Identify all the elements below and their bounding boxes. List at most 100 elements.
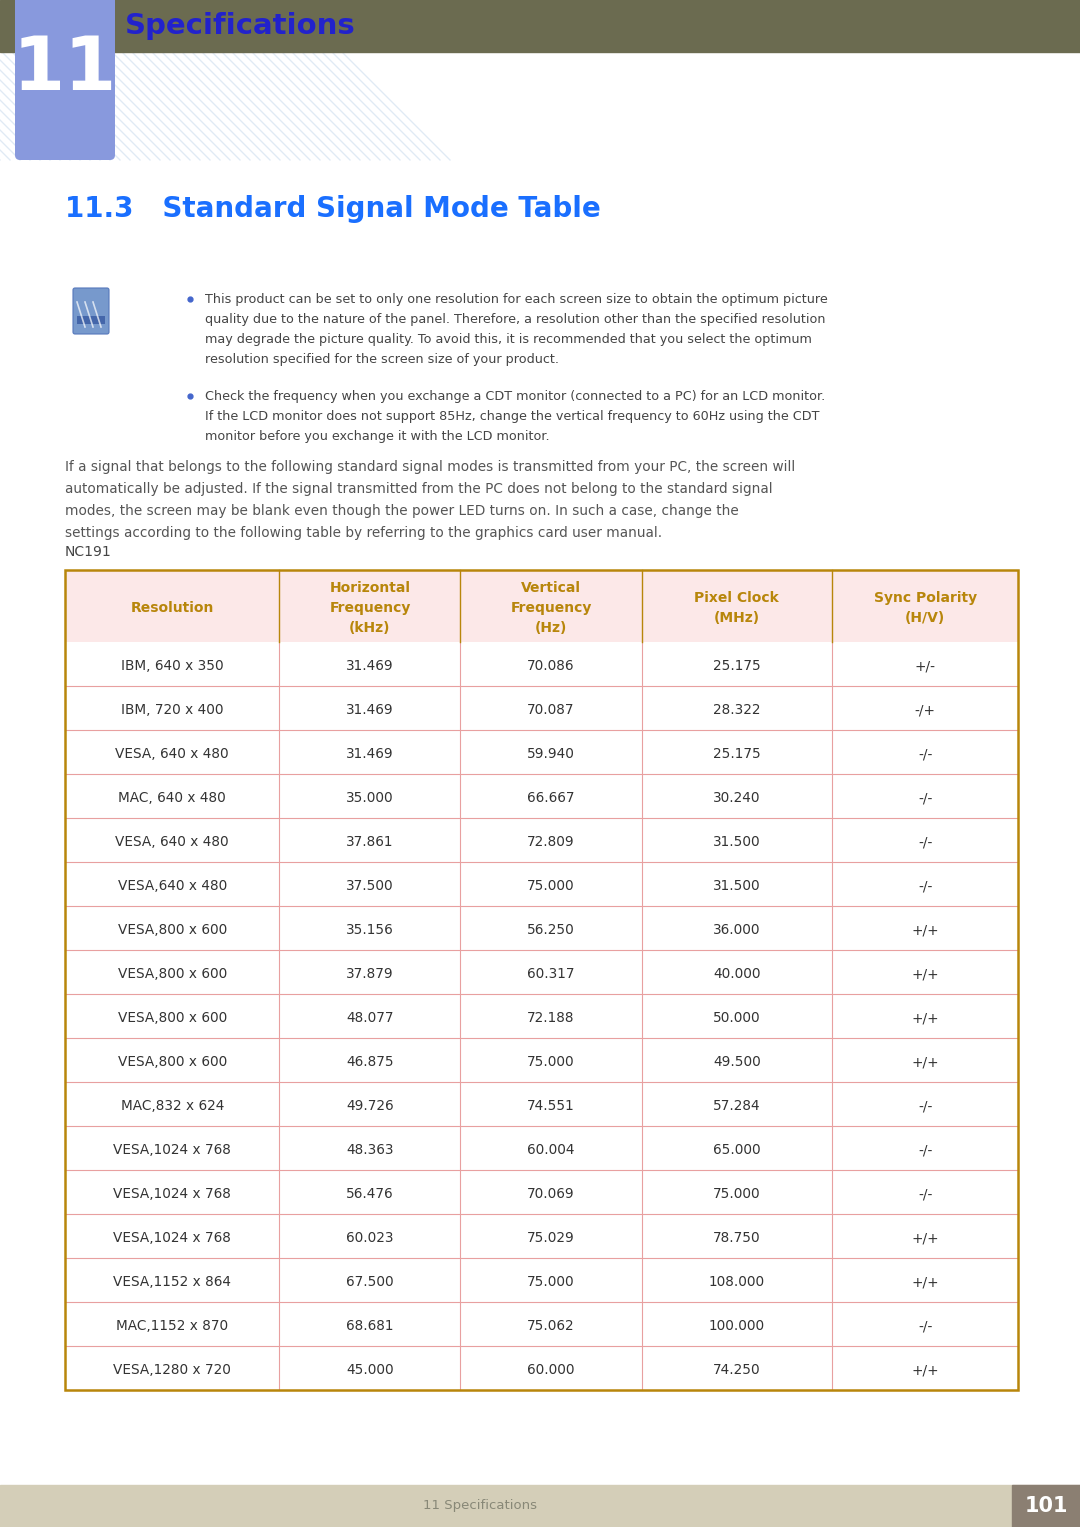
- Text: -/-: -/-: [918, 1144, 932, 1157]
- Text: +/+: +/+: [912, 1231, 939, 1245]
- Bar: [65, 1258, 1018, 1303]
- Text: 37.500: 37.500: [347, 880, 394, 893]
- Text: -/-: -/-: [918, 747, 932, 760]
- Text: 28.322: 28.322: [713, 702, 760, 718]
- Bar: [0, 1484, 1080, 1527]
- Text: 40.000: 40.000: [713, 967, 760, 980]
- Text: 11: 11: [13, 34, 117, 105]
- Text: 31.469: 31.469: [347, 747, 394, 760]
- Text: +/+: +/+: [912, 922, 939, 938]
- Text: -/-: -/-: [918, 791, 932, 805]
- Text: 59.940: 59.940: [527, 747, 575, 760]
- Bar: [65, 1214, 1018, 1258]
- Text: 31.469: 31.469: [347, 702, 394, 718]
- Text: Resolution: Resolution: [131, 602, 214, 615]
- Text: +/+: +/+: [912, 967, 939, 980]
- Bar: [65, 1083, 1018, 1125]
- Text: 11 Specifications: 11 Specifications: [423, 1500, 537, 1513]
- Bar: [65, 730, 1018, 774]
- Text: 35.000: 35.000: [347, 791, 394, 805]
- Text: Horizontal
Frequency
(kHz): Horizontal Frequency (kHz): [329, 582, 410, 635]
- Text: VESA, 640 x 480: VESA, 640 x 480: [116, 747, 229, 760]
- Text: 37.879: 37.879: [347, 967, 394, 980]
- Text: 75.000: 75.000: [527, 1055, 575, 1069]
- Bar: [65, 686, 1018, 730]
- Text: monitor before you exchange it with the LCD monitor.: monitor before you exchange it with the …: [205, 431, 550, 443]
- Text: settings according to the following table by referring to the graphics card user: settings according to the following tabl…: [65, 525, 662, 541]
- Text: VESA,800 x 600: VESA,800 x 600: [118, 922, 227, 938]
- Text: NC191: NC191: [65, 545, 111, 559]
- Text: 49.500: 49.500: [713, 1055, 760, 1069]
- Text: 49.726: 49.726: [347, 1099, 394, 1113]
- Text: 100.000: 100.000: [708, 1319, 765, 1333]
- Text: 56.250: 56.250: [527, 922, 575, 938]
- Text: MAC,1152 x 870: MAC,1152 x 870: [117, 1319, 228, 1333]
- Text: VESA,800 x 600: VESA,800 x 600: [118, 1011, 227, 1025]
- Text: 101: 101: [1024, 1496, 1068, 1516]
- Text: 74.250: 74.250: [713, 1364, 760, 1377]
- Text: VESA,1024 x 768: VESA,1024 x 768: [113, 1186, 231, 1202]
- Text: VESA, 640 x 480: VESA, 640 x 480: [116, 835, 229, 849]
- Bar: [65, 994, 1018, 1038]
- Text: +/-: +/-: [915, 660, 935, 673]
- Text: 48.363: 48.363: [347, 1144, 394, 1157]
- Text: 45.000: 45.000: [347, 1364, 394, 1377]
- Text: -/-: -/-: [918, 880, 932, 893]
- Bar: [65, 1303, 1018, 1345]
- Text: 66.667: 66.667: [527, 791, 575, 805]
- Text: 48.077: 48.077: [347, 1011, 394, 1025]
- Text: 67.500: 67.500: [347, 1275, 394, 1289]
- Text: +/+: +/+: [912, 1275, 939, 1289]
- Text: VESA,1024 x 768: VESA,1024 x 768: [113, 1231, 231, 1245]
- Text: If a signal that belongs to the following standard signal modes is transmitted f: If a signal that belongs to the followin…: [65, 460, 795, 473]
- Text: Sync Polarity
(H/V): Sync Polarity (H/V): [874, 591, 976, 625]
- Text: quality due to the nature of the panel. Therefore, a resolution other than the s: quality due to the nature of the panel. …: [205, 313, 825, 325]
- Text: MAC,832 x 624: MAC,832 x 624: [121, 1099, 224, 1113]
- Text: 72.188: 72.188: [527, 1011, 575, 1025]
- Text: 75.000: 75.000: [527, 880, 575, 893]
- Text: Specifications: Specifications: [125, 12, 355, 40]
- Text: 68.681: 68.681: [347, 1319, 394, 1333]
- Text: 108.000: 108.000: [708, 1275, 765, 1289]
- Text: 60.317: 60.317: [527, 967, 575, 980]
- Text: +/+: +/+: [912, 1364, 939, 1377]
- Text: resolution specified for the screen size of your product.: resolution specified for the screen size…: [205, 353, 559, 366]
- Text: 11.3   Standard Signal Mode Table: 11.3 Standard Signal Mode Table: [65, 195, 600, 223]
- Text: 72.809: 72.809: [527, 835, 575, 849]
- Text: -/-: -/-: [918, 835, 932, 849]
- Bar: [65, 774, 1018, 818]
- Bar: [0, 0, 1080, 52]
- Text: IBM, 640 x 350: IBM, 640 x 350: [121, 660, 224, 673]
- Text: VESA,1024 x 768: VESA,1024 x 768: [113, 1144, 231, 1157]
- Text: 78.750: 78.750: [713, 1231, 760, 1245]
- Text: 70.069: 70.069: [527, 1186, 575, 1202]
- Text: 56.476: 56.476: [347, 1186, 394, 1202]
- Text: 46.875: 46.875: [347, 1055, 394, 1069]
- Bar: [65, 1345, 1018, 1390]
- Text: IBM, 720 x 400: IBM, 720 x 400: [121, 702, 224, 718]
- Text: 60.000: 60.000: [527, 1364, 575, 1377]
- Text: -/+: -/+: [915, 702, 935, 718]
- Bar: [65, 570, 1018, 641]
- Text: automatically be adjusted. If the signal transmitted from the PC does not belong: automatically be adjusted. If the signal…: [65, 483, 772, 496]
- Bar: [65, 570, 1018, 1390]
- Text: -/-: -/-: [918, 1186, 932, 1202]
- Text: 25.175: 25.175: [713, 660, 760, 673]
- Text: MAC, 640 x 480: MAC, 640 x 480: [119, 791, 226, 805]
- Bar: [77, 316, 105, 324]
- Text: 35.156: 35.156: [346, 922, 394, 938]
- Text: This product can be set to only one resolution for each screen size to obtain th: This product can be set to only one reso…: [205, 293, 827, 305]
- Text: VESA,1152 x 864: VESA,1152 x 864: [113, 1275, 231, 1289]
- Bar: [65, 863, 1018, 906]
- Text: 31.469: 31.469: [347, 660, 394, 673]
- Text: 75.000: 75.000: [527, 1275, 575, 1289]
- Text: 36.000: 36.000: [713, 922, 760, 938]
- Bar: [65, 1170, 1018, 1214]
- Bar: [65, 950, 1018, 994]
- Bar: [65, 818, 1018, 863]
- Text: 60.004: 60.004: [527, 1144, 575, 1157]
- Text: modes, the screen may be blank even though the power LED turns on. In such a cas: modes, the screen may be blank even thou…: [65, 504, 739, 518]
- FancyBboxPatch shape: [73, 289, 109, 334]
- FancyBboxPatch shape: [15, 0, 114, 160]
- Text: 75.029: 75.029: [527, 1231, 575, 1245]
